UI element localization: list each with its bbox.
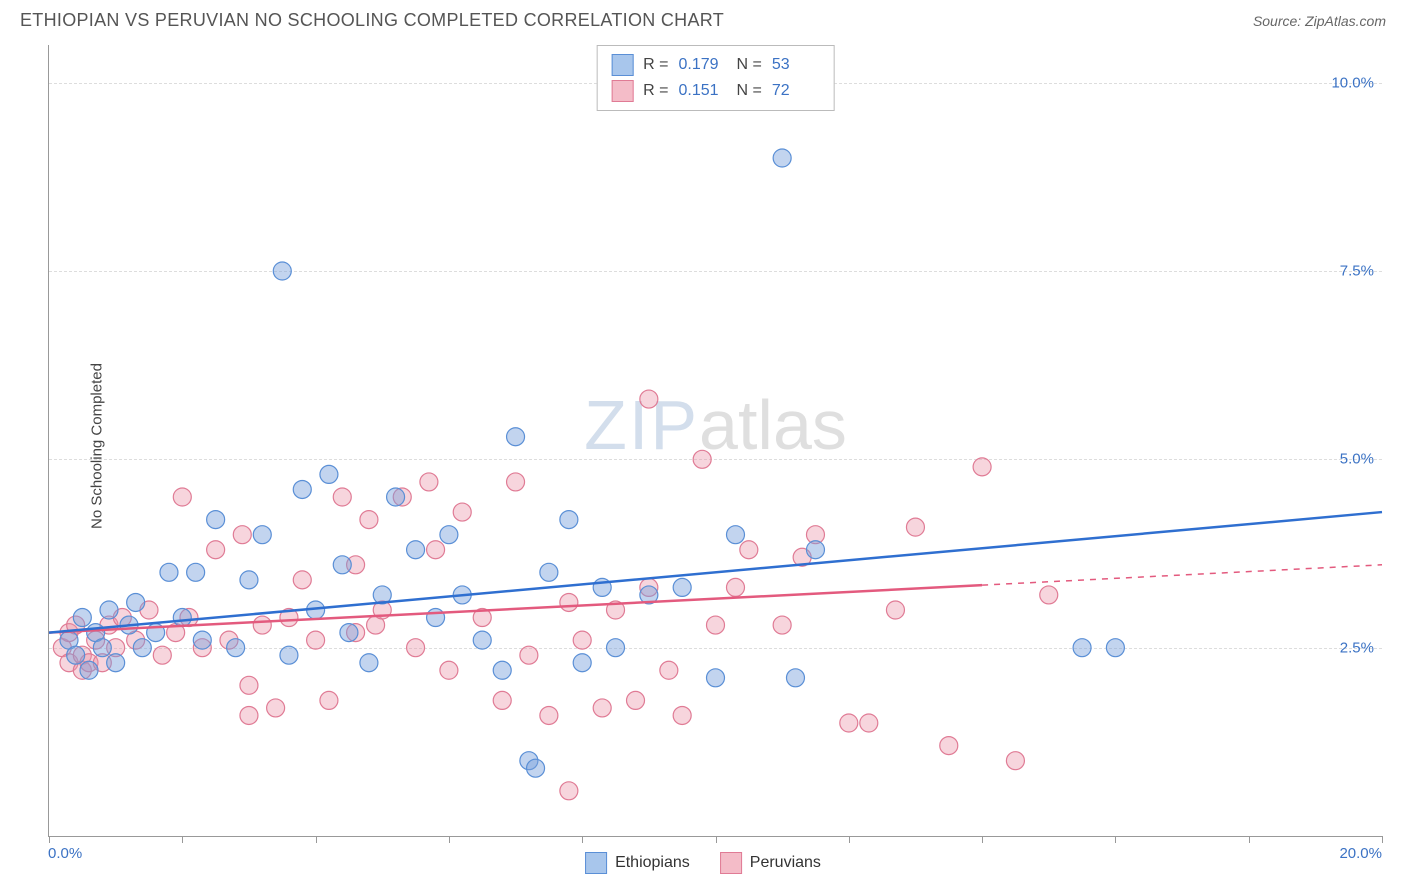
swatch-ethiopians-icon: [585, 852, 607, 874]
source-label: Source: ZipAtlas.com: [1253, 13, 1386, 29]
legend-label: Ethiopians: [615, 854, 690, 872]
chart-title: ETHIOPIAN VS PERUVIAN NO SCHOOLING COMPL…: [20, 10, 724, 31]
legend-bottom: Ethiopians Peruvians: [585, 852, 821, 874]
swatch-peruvians-icon: [720, 852, 742, 874]
swatch-peruvians: [611, 80, 633, 102]
legend-item-ethiopians: Ethiopians: [585, 852, 690, 874]
stats-legend-box: R = 0.179 N = 53 R = 0.151 N = 72: [596, 45, 835, 111]
swatch-ethiopians: [611, 54, 633, 76]
x-axis-right-label: 20.0%: [1339, 845, 1382, 862]
stats-row-ethiopians: R = 0.179 N = 53: [611, 52, 820, 78]
chart-plot-area: ZIPatlas R = 0.179 N = 53 R = 0.151 N = …: [48, 45, 1382, 837]
x-axis-left-label: 0.0%: [48, 845, 82, 862]
legend-label: Peruvians: [750, 854, 821, 872]
legend-item-peruvians: Peruvians: [720, 852, 821, 874]
stats-row-peruvians: R = 0.151 N = 72: [611, 78, 820, 104]
scatter-svg: [49, 45, 1382, 836]
